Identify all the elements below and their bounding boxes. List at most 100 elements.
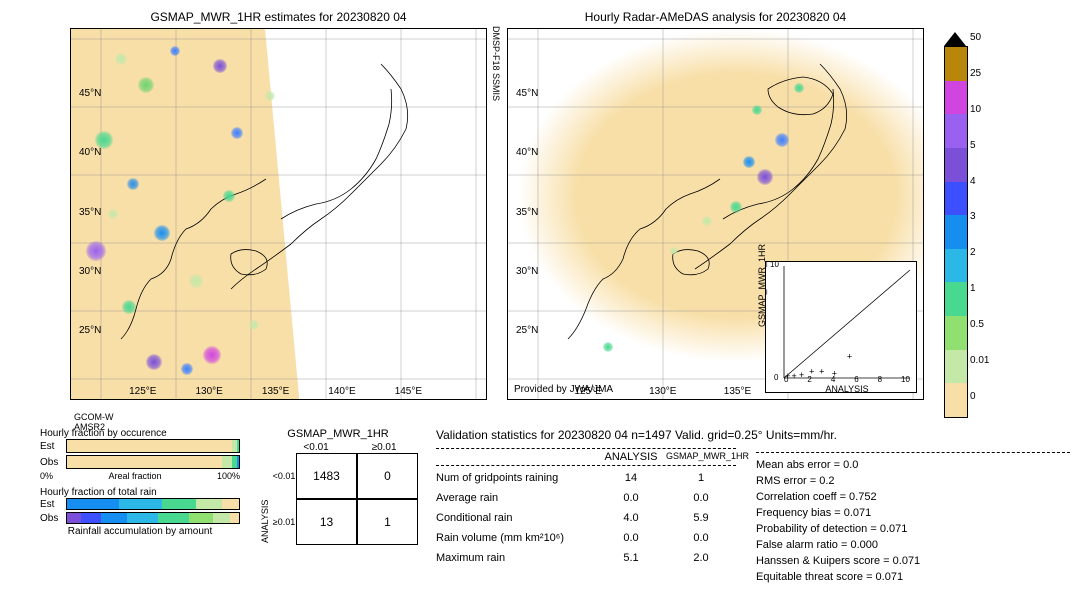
validation-row: Rain volume (mm km²10⁶)0.00.0 xyxy=(436,528,736,548)
occ-obs-label: Obs xyxy=(40,457,66,468)
lon-tick: 125°E xyxy=(129,386,156,397)
lat-tick: 35°N xyxy=(79,207,101,218)
svg-text:+: + xyxy=(847,351,852,361)
provided-by: Provided by JWA/JMA xyxy=(514,384,613,395)
tot-obs-bar xyxy=(66,512,240,524)
bar-segment xyxy=(67,499,119,509)
bar-segment xyxy=(67,440,232,452)
bar-segment xyxy=(127,513,158,523)
colorbar-tick: 1 xyxy=(970,283,989,294)
lon-tick: 145°E xyxy=(395,386,422,397)
bar-segment xyxy=(213,513,230,523)
ct-ylabel: ANALYSIS xyxy=(258,453,272,545)
validation-stat: False alarm ratio = 0.000 xyxy=(756,537,1070,553)
validation-title: Validation statistics for 20230820 04 n=… xyxy=(436,428,1070,442)
precip-speckle xyxy=(86,241,106,261)
lon-tick: 135°E xyxy=(724,386,751,397)
lat-tick: 40°N xyxy=(516,147,538,158)
colorbar-tick: 50 xyxy=(970,32,989,43)
precip-speckle xyxy=(203,346,221,364)
ct-cell: 0 xyxy=(357,453,418,499)
validation-stat: Correlation coeff = 0.752 xyxy=(756,489,1070,505)
colorbar-tick: 4 xyxy=(970,176,989,187)
bar-segment xyxy=(189,513,213,523)
contingency-table: GSMAP_MWR_1HR <0.01 ≥0.01 ANALYSIS <0.01… xyxy=(258,428,418,587)
precip-speckle xyxy=(231,127,243,139)
colorbar-tick: 5 xyxy=(970,140,989,151)
left-swath xyxy=(71,29,299,399)
lat-tick: 30°N xyxy=(79,266,101,277)
right-map: 45°N 40°N 35°N 30°N 25°N 125°E 130°E 135… xyxy=(507,28,924,400)
precip-speckle xyxy=(170,46,180,56)
colorbar-segment xyxy=(945,383,967,417)
colorbar-tick: 10 xyxy=(970,104,989,115)
validation-stat: Mean abs error = 0.0 xyxy=(756,457,1070,473)
colorbar-segment xyxy=(945,114,967,148)
validation-row: Average rain0.00.0 xyxy=(436,488,736,508)
lon-tick: 135°E xyxy=(262,386,289,397)
precip-speckle xyxy=(189,274,203,288)
lat-tick: 30°N xyxy=(516,266,538,277)
tot-est-label: Est xyxy=(40,499,66,510)
val-col-analysis: ANALYSIS xyxy=(596,451,666,463)
colorbar-segment xyxy=(945,282,967,316)
ct-row-1: ≥0.01 xyxy=(272,499,296,545)
colorbar-segment xyxy=(945,215,967,249)
bar-segment xyxy=(222,456,232,468)
totalrain-footer: Rainfall accumulation by amount xyxy=(40,526,240,537)
occurrence-title: Hourly fraction by occurence xyxy=(40,428,240,439)
lat-tick: 45°N xyxy=(516,88,538,99)
validation-stat: Frequency bias = 0.071 xyxy=(756,505,1070,521)
right-map-title: Hourly Radar-AMeDAS analysis for 2023082… xyxy=(507,10,924,24)
colorbar-tick: 0.01 xyxy=(970,355,989,366)
colorbar-overflow-icon xyxy=(944,32,966,46)
lat-tick: 40°N xyxy=(79,147,101,158)
colorbar-tick: 2 xyxy=(970,247,989,258)
ct-row-0: <0.01 xyxy=(272,453,296,499)
ct-col-0: <0.01 xyxy=(303,442,328,453)
colorbar-tick: 25 xyxy=(970,68,989,79)
validation-row: Conditional rain4.05.9 xyxy=(436,508,736,528)
validation-row: Maximum rain5.12.0 xyxy=(436,548,736,568)
validation-stats: Validation statistics for 20230820 04 n=… xyxy=(436,428,1070,587)
scale-100: 100% xyxy=(217,471,240,481)
precip-speckle xyxy=(265,91,275,101)
precip-speckle xyxy=(249,320,259,330)
lat-tick: 45°N xyxy=(79,88,101,99)
colorbar-tick: 3 xyxy=(970,211,989,222)
sensor-right: DMSP-F18 SSMIS xyxy=(491,26,501,101)
lon-tick: 130°E xyxy=(649,386,676,397)
ct-cell: 1 xyxy=(357,499,418,545)
scatter-xlabel: ANALYSIS xyxy=(784,384,910,394)
colorbar: 50 25 10 5 4 3 2 1 0.5 0.01 0 xyxy=(944,32,1004,402)
scatter-xtick: 10 xyxy=(901,375,910,384)
bar-segment xyxy=(101,513,127,523)
colorbar-tick: 0.5 xyxy=(970,319,989,330)
bar-segment xyxy=(237,440,239,452)
left-map-title: GSMAP_MWR_1HR estimates for 20230820 04 xyxy=(70,10,487,24)
tot-est-bar xyxy=(66,498,240,510)
bar-segment xyxy=(162,499,196,509)
bar-segment xyxy=(158,513,189,523)
occ-obs-bar xyxy=(66,455,240,469)
validation-stat: Hanssen & Kuipers score = 0.071 xyxy=(756,553,1070,569)
colorbar-segment xyxy=(945,81,967,115)
validation-stat: Probability of detection = 0.071 xyxy=(756,521,1070,537)
bar-segment xyxy=(196,499,222,509)
colorbar-tick: 0 xyxy=(970,391,989,402)
colorbar-segment xyxy=(945,249,967,283)
scatter-xtick: 8 xyxy=(878,375,882,384)
right-map-panel: Hourly Radar-AMeDAS analysis for 2023082… xyxy=(507,10,924,410)
scatter-xtick: 2 xyxy=(807,375,811,384)
colorbar-segment xyxy=(945,182,967,216)
validation-row: Num of gridpoints raining141 xyxy=(436,468,736,488)
colorbar-segment xyxy=(945,47,967,81)
precip-speckle xyxy=(730,201,742,213)
lat-tick: 25°N xyxy=(79,325,101,336)
lat-tick: 35°N xyxy=(516,207,538,218)
sensor-bottom: GCOM-W AMSR2 xyxy=(74,412,114,432)
bar-segment xyxy=(237,456,239,468)
occ-est-bar xyxy=(66,439,240,453)
scatter-xtick: 4 xyxy=(831,375,835,384)
precip-speckle xyxy=(108,209,118,219)
